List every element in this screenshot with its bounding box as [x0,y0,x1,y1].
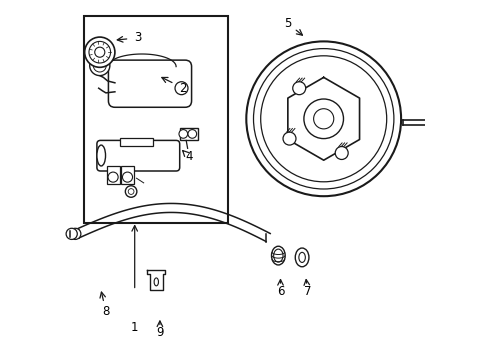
Circle shape [313,109,333,129]
Text: 1: 1 [131,321,138,334]
FancyBboxPatch shape [108,60,191,107]
Ellipse shape [97,145,105,166]
Text: 9: 9 [156,327,163,339]
Circle shape [108,172,118,182]
Bar [120,138,152,146]
Polygon shape [147,270,165,290]
Text: 5: 5 [284,17,291,30]
Ellipse shape [273,249,283,262]
Circle shape [433,120,437,125]
Ellipse shape [298,252,305,262]
Circle shape [89,41,110,63]
Bar [106,166,120,184]
Circle shape [260,56,386,182]
Ellipse shape [271,246,285,265]
Circle shape [70,228,81,239]
Text: 3: 3 [134,31,142,44]
FancyBboxPatch shape [97,140,179,171]
Text: 4: 4 [184,150,192,163]
Text: 8: 8 [102,305,109,318]
Circle shape [429,117,441,128]
Circle shape [335,147,347,159]
Circle shape [95,47,104,57]
Text: 7: 7 [303,285,311,298]
Circle shape [253,49,393,189]
Circle shape [246,41,400,196]
Circle shape [89,55,110,76]
Circle shape [125,186,137,197]
Bar [179,128,197,140]
Circle shape [283,132,295,145]
Circle shape [179,130,187,138]
Circle shape [66,228,77,239]
Bar [121,166,134,184]
Circle shape [84,37,115,67]
Polygon shape [287,77,359,160]
Bar [84,16,228,223]
Text: 6: 6 [276,285,284,298]
Ellipse shape [295,248,308,267]
Circle shape [187,130,196,138]
Circle shape [303,99,343,139]
Ellipse shape [154,278,158,286]
Circle shape [122,172,132,182]
Circle shape [175,82,187,95]
Circle shape [128,189,134,194]
Text: 2: 2 [179,82,187,95]
Circle shape [93,59,106,72]
Circle shape [292,82,305,95]
